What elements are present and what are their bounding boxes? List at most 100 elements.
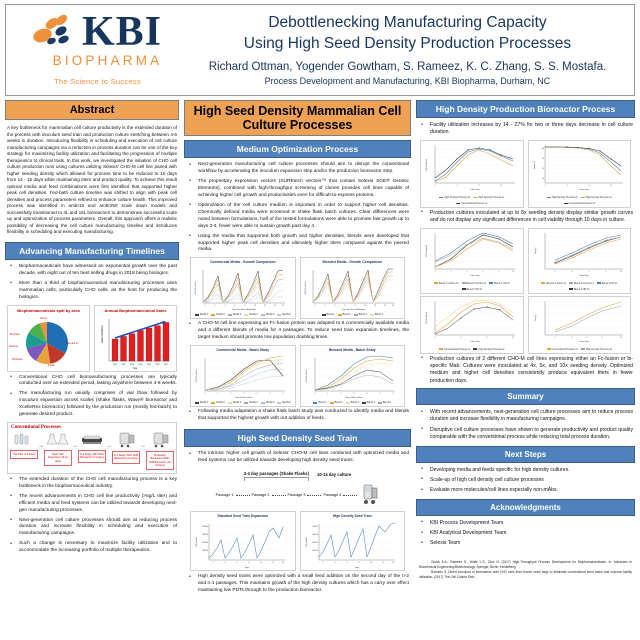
- svg-text:4: 4: [334, 562, 335, 564]
- svg-text:4: 4: [257, 393, 258, 395]
- legend-item: Blend 3: [345, 401, 359, 404]
- line-chart-svg: 0 1 2 3 4 5 6 Days in Batch Culture VCD (E6 c…: [306, 355, 395, 399]
- svg-text:0: 0: [205, 393, 206, 395]
- svg-text:4: 4: [225, 305, 226, 307]
- logo-subtitle: BIOPHARMA: [52, 53, 163, 69]
- flow-caption: Vial thaw (1-2 days): [10, 450, 38, 460]
- x-axis-label: Culture Days: [579, 340, 589, 343]
- section-header-medium-opt: Medium Optimization Process: [184, 140, 411, 158]
- kbi-logo-mark-icon: [31, 13, 79, 48]
- passages-label-group: 3-4 day passages (Shake Flasks): [243, 471, 309, 482]
- svg-text:2011: 2011: [113, 364, 117, 366]
- svg-text:2: 2: [215, 305, 216, 307]
- flow-caption: N-1 Stage, 500L SUB Bioreactor (3-4 days…: [112, 451, 140, 464]
- chart-high-density-seed-train: High Density Seed Train 1.00E+07 1.00E+06…: [299, 511, 405, 572]
- svg-text:6: 6: [392, 393, 393, 395]
- flow-step-n1-bioreactor: N-1 Stage, 500L SUB Bioreactor (3-4 days…: [112, 431, 140, 464]
- passage-3: Passage 3: [287, 493, 306, 498]
- list-item: KBI Analytical Development Team: [421, 529, 633, 537]
- svg-text:2012: 2012: [122, 364, 126, 366]
- line-chart-svg: 0 1 2 3 4 5 6 Days in Batch Culture VCD (E6 c…: [196, 356, 285, 399]
- svg-text:12: 12: [272, 562, 274, 564]
- legend-item: High Density Process 4x: [580, 348, 612, 351]
- svg-text:14: 14: [282, 562, 284, 564]
- seed-train-charts: Standard Seed Train Expansion 1.00E+07 1.…: [190, 511, 405, 572]
- list-item: Next-generation cell culture processes s…: [10, 517, 177, 539]
- svg-text:8: 8: [358, 562, 359, 564]
- legend-item: Media 5: [260, 313, 274, 316]
- vials-icon: [14, 434, 29, 445]
- legend-item: Media 2: [211, 401, 225, 404]
- chart-annual-biopharm-sales: Annual Biopharmaceutical Sales: [94, 304, 177, 372]
- svg-text:1.00E+05: 1.00E+05: [312, 542, 318, 544]
- chart-title: Standard Seed Train Expansion: [217, 514, 269, 519]
- chart-title: Blended Media - Batch Study: [328, 348, 376, 353]
- legend-item: Media 6: [277, 313, 291, 316]
- svg-text:12: 12: [264, 305, 266, 307]
- chart-legend: Blend 1 Blend 2 Blend 3 Blend 4 Blend 5: [301, 400, 405, 406]
- bar-chart-svg: Sales ($ billions) Year 2011 2012 2013 201…: [101, 318, 170, 370]
- passage-4: Passage 4: [323, 493, 342, 498]
- line-chart-svg: 0 4 8 12 Culture Days VCD (E6 cells/mL): [426, 299, 515, 343]
- svg-text:6: 6: [283, 393, 284, 395]
- flow-arrow-icon: →: [38, 443, 44, 450]
- svg-text:2: 2: [231, 393, 232, 395]
- flow-caption: N-2 Stage, 50L Wave Bioreactor (3-4 days…: [78, 450, 106, 463]
- list-item: The intrinsic higher cell growth of Sele…: [189, 451, 409, 465]
- section-header-acknowledgments: Acknowledgments: [416, 498, 635, 516]
- svg-text:0: 0: [435, 271, 436, 273]
- svg-text:1.00E+07: 1.00E+07: [312, 526, 318, 528]
- logo-wordmark: KBI: [81, 8, 163, 55]
- y-axis-label: VCD (cells/mL): [306, 537, 308, 548]
- flow-step-seed-train: Seed Train Expansion (10-12 days): [44, 431, 72, 466]
- legend-item: Blend 1 Control 1x: [433, 282, 459, 285]
- svg-text:14: 14: [392, 562, 394, 564]
- line-chart-svg: 0 2 4 6 8 10 Culture Days VCD (E6 cells/mL): [426, 232, 515, 277]
- legend-item: Media 3: [227, 401, 241, 404]
- legend-item: Media 6: [277, 401, 291, 404]
- svg-text:10: 10: [620, 271, 622, 273]
- legend-item: Blend 4: [361, 401, 375, 404]
- x-axis-label: Culture Days: [470, 188, 480, 191]
- svg-text:2: 2: [554, 271, 555, 273]
- legend-item: Blend 3: [353, 313, 367, 316]
- poster-authors: Richard Ottman, Yogender Gowtham, S. Ram…: [208, 60, 607, 73]
- legend-item: High Density Process 4x: [473, 348, 505, 351]
- flow-caption: Production Bioreactor 2000L SUB Bioreact…: [146, 451, 174, 470]
- svg-text:2: 2: [324, 305, 325, 307]
- wave-bag-icon: [82, 436, 102, 445]
- chart-bioreactor-viability-1: 100 80 60 40 0 4 8 12 Culture Days Viability (…: [527, 139, 631, 208]
- conventional-bullet-list: The extended duration of the CHO cell ma…: [5, 476, 179, 556]
- svg-text:16: 16: [282, 305, 284, 307]
- chart-blended-media-batch: Blended Media - Batch Study: [299, 345, 405, 408]
- legend-item: Blend 2: [337, 313, 351, 316]
- svg-text:6: 6: [237, 562, 238, 564]
- svg-text:8: 8: [245, 305, 246, 307]
- x-axis-label: Days from Start of Adaptation: [232, 308, 255, 311]
- legend-item: Conventional Process 1x: [456, 202, 487, 205]
- y-axis-label: Sales ($ billions): [101, 325, 104, 343]
- svg-text:8: 8: [487, 337, 488, 339]
- pie-label: Insulin: [48, 365, 55, 367]
- section-header-summary: Summary: [416, 388, 635, 405]
- svg-text:10: 10: [364, 305, 366, 307]
- legend-item: Blend 1: [321, 313, 335, 316]
- line-chart-svg: 1.00E+07 1.00E+06 1.00E+05 1.00E+04 2 4 6 8 1…: [196, 524, 285, 569]
- y-axis-label: Titer (g/L): [534, 247, 537, 254]
- svg-text:10: 10: [512, 271, 514, 273]
- svg-text:6: 6: [586, 337, 587, 339]
- legend-item: Media 4: [244, 401, 258, 404]
- svg-text:8: 8: [354, 305, 355, 307]
- legend-item: Blend 2 HD 4x: [569, 288, 589, 291]
- abstract-text: A key bottleneck for mammalian cell cult…: [7, 125, 177, 235]
- list-item: High density seed trains were optimized …: [189, 574, 409, 595]
- pie-label: Others: [40, 317, 48, 320]
- svg-text:0: 0: [435, 185, 436, 187]
- acknowledgments-list: KBI Process Development Team KBI Analyti…: [416, 519, 635, 548]
- list-item: Such a change is necessary to maximize f…: [10, 541, 177, 555]
- svg-text:6: 6: [483, 271, 484, 273]
- chart-legend: Conventional Process 1x High Density Pro…: [529, 347, 631, 353]
- svg-text:2017: 2017: [164, 364, 168, 366]
- svg-text:4: 4: [467, 271, 468, 273]
